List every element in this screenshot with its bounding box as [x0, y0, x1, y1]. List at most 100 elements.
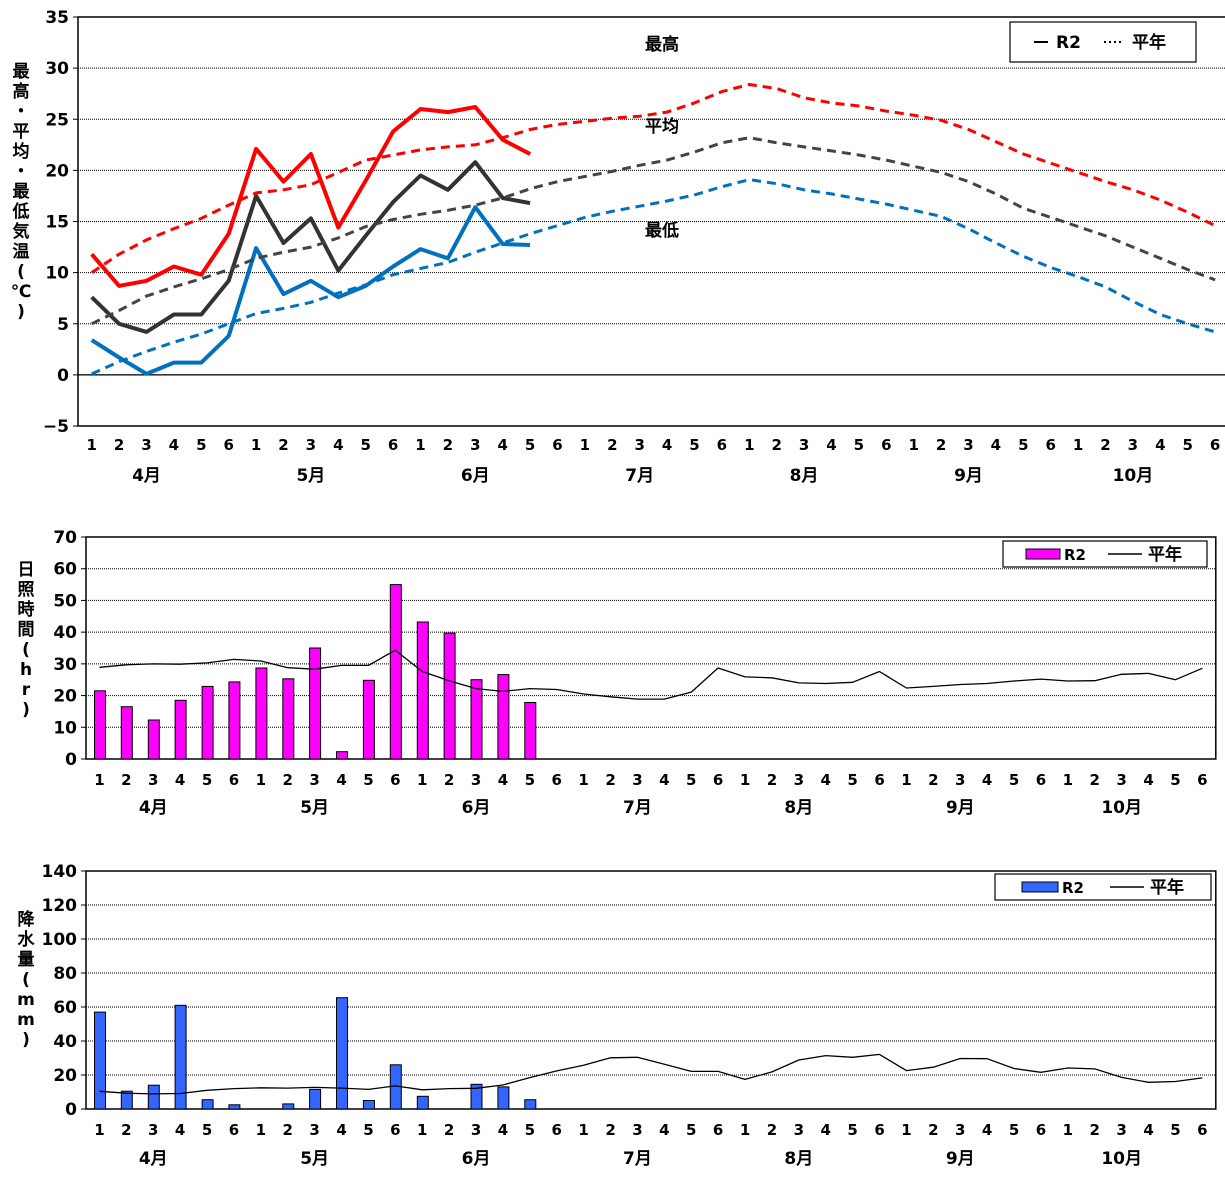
- y-tick-label: 10: [45, 264, 69, 284]
- x-tick-label: 6: [552, 1121, 562, 1139]
- precipitation-bar: [470, 1083, 483, 1110]
- y-tick-label: 0: [65, 1100, 77, 1120]
- x-tick-label: 2: [121, 771, 131, 789]
- sunshine-bar: [524, 702, 537, 760]
- x-tick-label: 6: [552, 436, 562, 454]
- y-tick-label: 140: [42, 862, 78, 882]
- x-tick-label: 1: [901, 1121, 911, 1139]
- x-tick-label: 4: [175, 1121, 185, 1139]
- sunshine-bar: [362, 679, 375, 760]
- x-tick-label: 1: [251, 436, 261, 454]
- ylabel-char: 水: [17, 930, 35, 950]
- x-tick-label: 1: [578, 1121, 588, 1139]
- ylabel-char: 平: [12, 122, 30, 142]
- x-tick-label: 6: [713, 1121, 723, 1139]
- x-tick-label: 6: [881, 436, 891, 454]
- x-tick-label: 5: [686, 1121, 696, 1139]
- series-line-r2: [90, 160, 531, 334]
- x-tick-label: 2: [928, 771, 938, 789]
- x-tick-label: 5: [1018, 436, 1028, 454]
- ylabel-char: 低: [12, 202, 30, 222]
- x-tick-label: 5: [525, 436, 535, 454]
- x-tick-label: 4: [659, 1121, 669, 1139]
- y-tick-label: 5: [57, 315, 69, 335]
- month-label: 6月: [462, 1149, 491, 1169]
- month-label: 7月: [623, 1149, 652, 1169]
- x-tick-label: 4: [333, 436, 343, 454]
- x-tick-label: 6: [874, 771, 884, 789]
- x-tick-label: 2: [121, 1121, 131, 1139]
- x-tick-label: 4: [821, 1121, 831, 1139]
- y-tick-label: 20: [53, 687, 77, 707]
- x-tick-label: 6: [713, 771, 723, 789]
- x-tick-label: 3: [471, 771, 481, 789]
- x-tick-label: 2: [936, 436, 946, 454]
- x-tick-label: 1: [744, 436, 754, 454]
- x-tick-label: 6: [229, 771, 239, 789]
- x-tick-label: 4: [982, 771, 992, 789]
- legend-label: 平年: [1132, 32, 1166, 53]
- y-tick-label: −5: [43, 417, 69, 437]
- x-tick-label: 2: [767, 1121, 777, 1139]
- legend-label: 平年: [1148, 544, 1182, 565]
- series-line-r2: [90, 205, 531, 376]
- precipitation-bar: [147, 1084, 160, 1110]
- y-tick-label: 0: [57, 366, 69, 386]
- x-tick-label: 1: [417, 1121, 427, 1139]
- x-tick-label: 1: [94, 1121, 104, 1139]
- precipitation-bar: [94, 1011, 106, 1110]
- month-label: 5月: [300, 798, 329, 818]
- y-tick-label: 20: [45, 161, 69, 181]
- precipitation-bar: [497, 1086, 510, 1110]
- month-label: 7月: [625, 466, 654, 486]
- x-tick-label: 2: [605, 771, 615, 789]
- x-tick-label: 5: [525, 1121, 535, 1139]
- y-tick-label: 20: [53, 1066, 77, 1086]
- x-tick-label: 6: [717, 436, 727, 454]
- sunshine-bar: [416, 621, 429, 760]
- sunshine-bar: [147, 719, 160, 760]
- sunshine-bar: [309, 647, 322, 760]
- y-tick-label: 70: [53, 528, 77, 548]
- x-tick-label: 2: [1090, 1121, 1100, 1139]
- sunshine-bar: [282, 678, 295, 760]
- precipitation-bar: [524, 1099, 537, 1110]
- precipitation-bar: [201, 1099, 214, 1110]
- x-tick-label: 5: [525, 771, 535, 789]
- x-tick-label: 4: [497, 436, 507, 454]
- month-label: 5月: [300, 1149, 329, 1169]
- ylabel-char: 気: [12, 222, 30, 242]
- precipitation-bar: [174, 1004, 187, 1110]
- y-tick-label: 60: [53, 560, 77, 580]
- y-tick-label: 60: [53, 998, 77, 1018]
- x-tick-label: 2: [1090, 771, 1100, 789]
- y-tick-label: 40: [53, 1032, 77, 1052]
- x-tick-label: 5: [360, 436, 370, 454]
- x-tick-label: 3: [1116, 1121, 1126, 1139]
- x-tick-label: 1: [94, 771, 104, 789]
- y-tick-label: 35: [45, 8, 69, 28]
- month-label: 10月: [1113, 466, 1154, 486]
- x-tick-label: 3: [309, 771, 319, 789]
- x-tick-label: 2: [283, 771, 293, 789]
- ylabel-char: ・: [12, 162, 30, 182]
- month-label: 9月: [946, 798, 975, 818]
- x-tick-label: 1: [580, 436, 590, 454]
- x-tick-label: 5: [1170, 1121, 1180, 1139]
- ylabel-char: ): [17, 302, 25, 322]
- month-label: 9月: [954, 466, 983, 486]
- x-tick-label: 5: [1170, 771, 1180, 789]
- x-tick-label: 3: [963, 436, 973, 454]
- ylabel-char: 量: [17, 950, 35, 970]
- x-tick-label: 4: [991, 436, 1001, 454]
- series-line-normal: [91, 136, 1216, 326]
- sunshine-bar: [443, 632, 456, 760]
- x-tick-label: 2: [443, 436, 453, 454]
- x-tick-label: 6: [874, 1121, 884, 1139]
- x-tick-label: 4: [498, 1121, 508, 1139]
- x-tick-label: 1: [1063, 1121, 1073, 1139]
- month-label: 4月: [139, 1149, 168, 1169]
